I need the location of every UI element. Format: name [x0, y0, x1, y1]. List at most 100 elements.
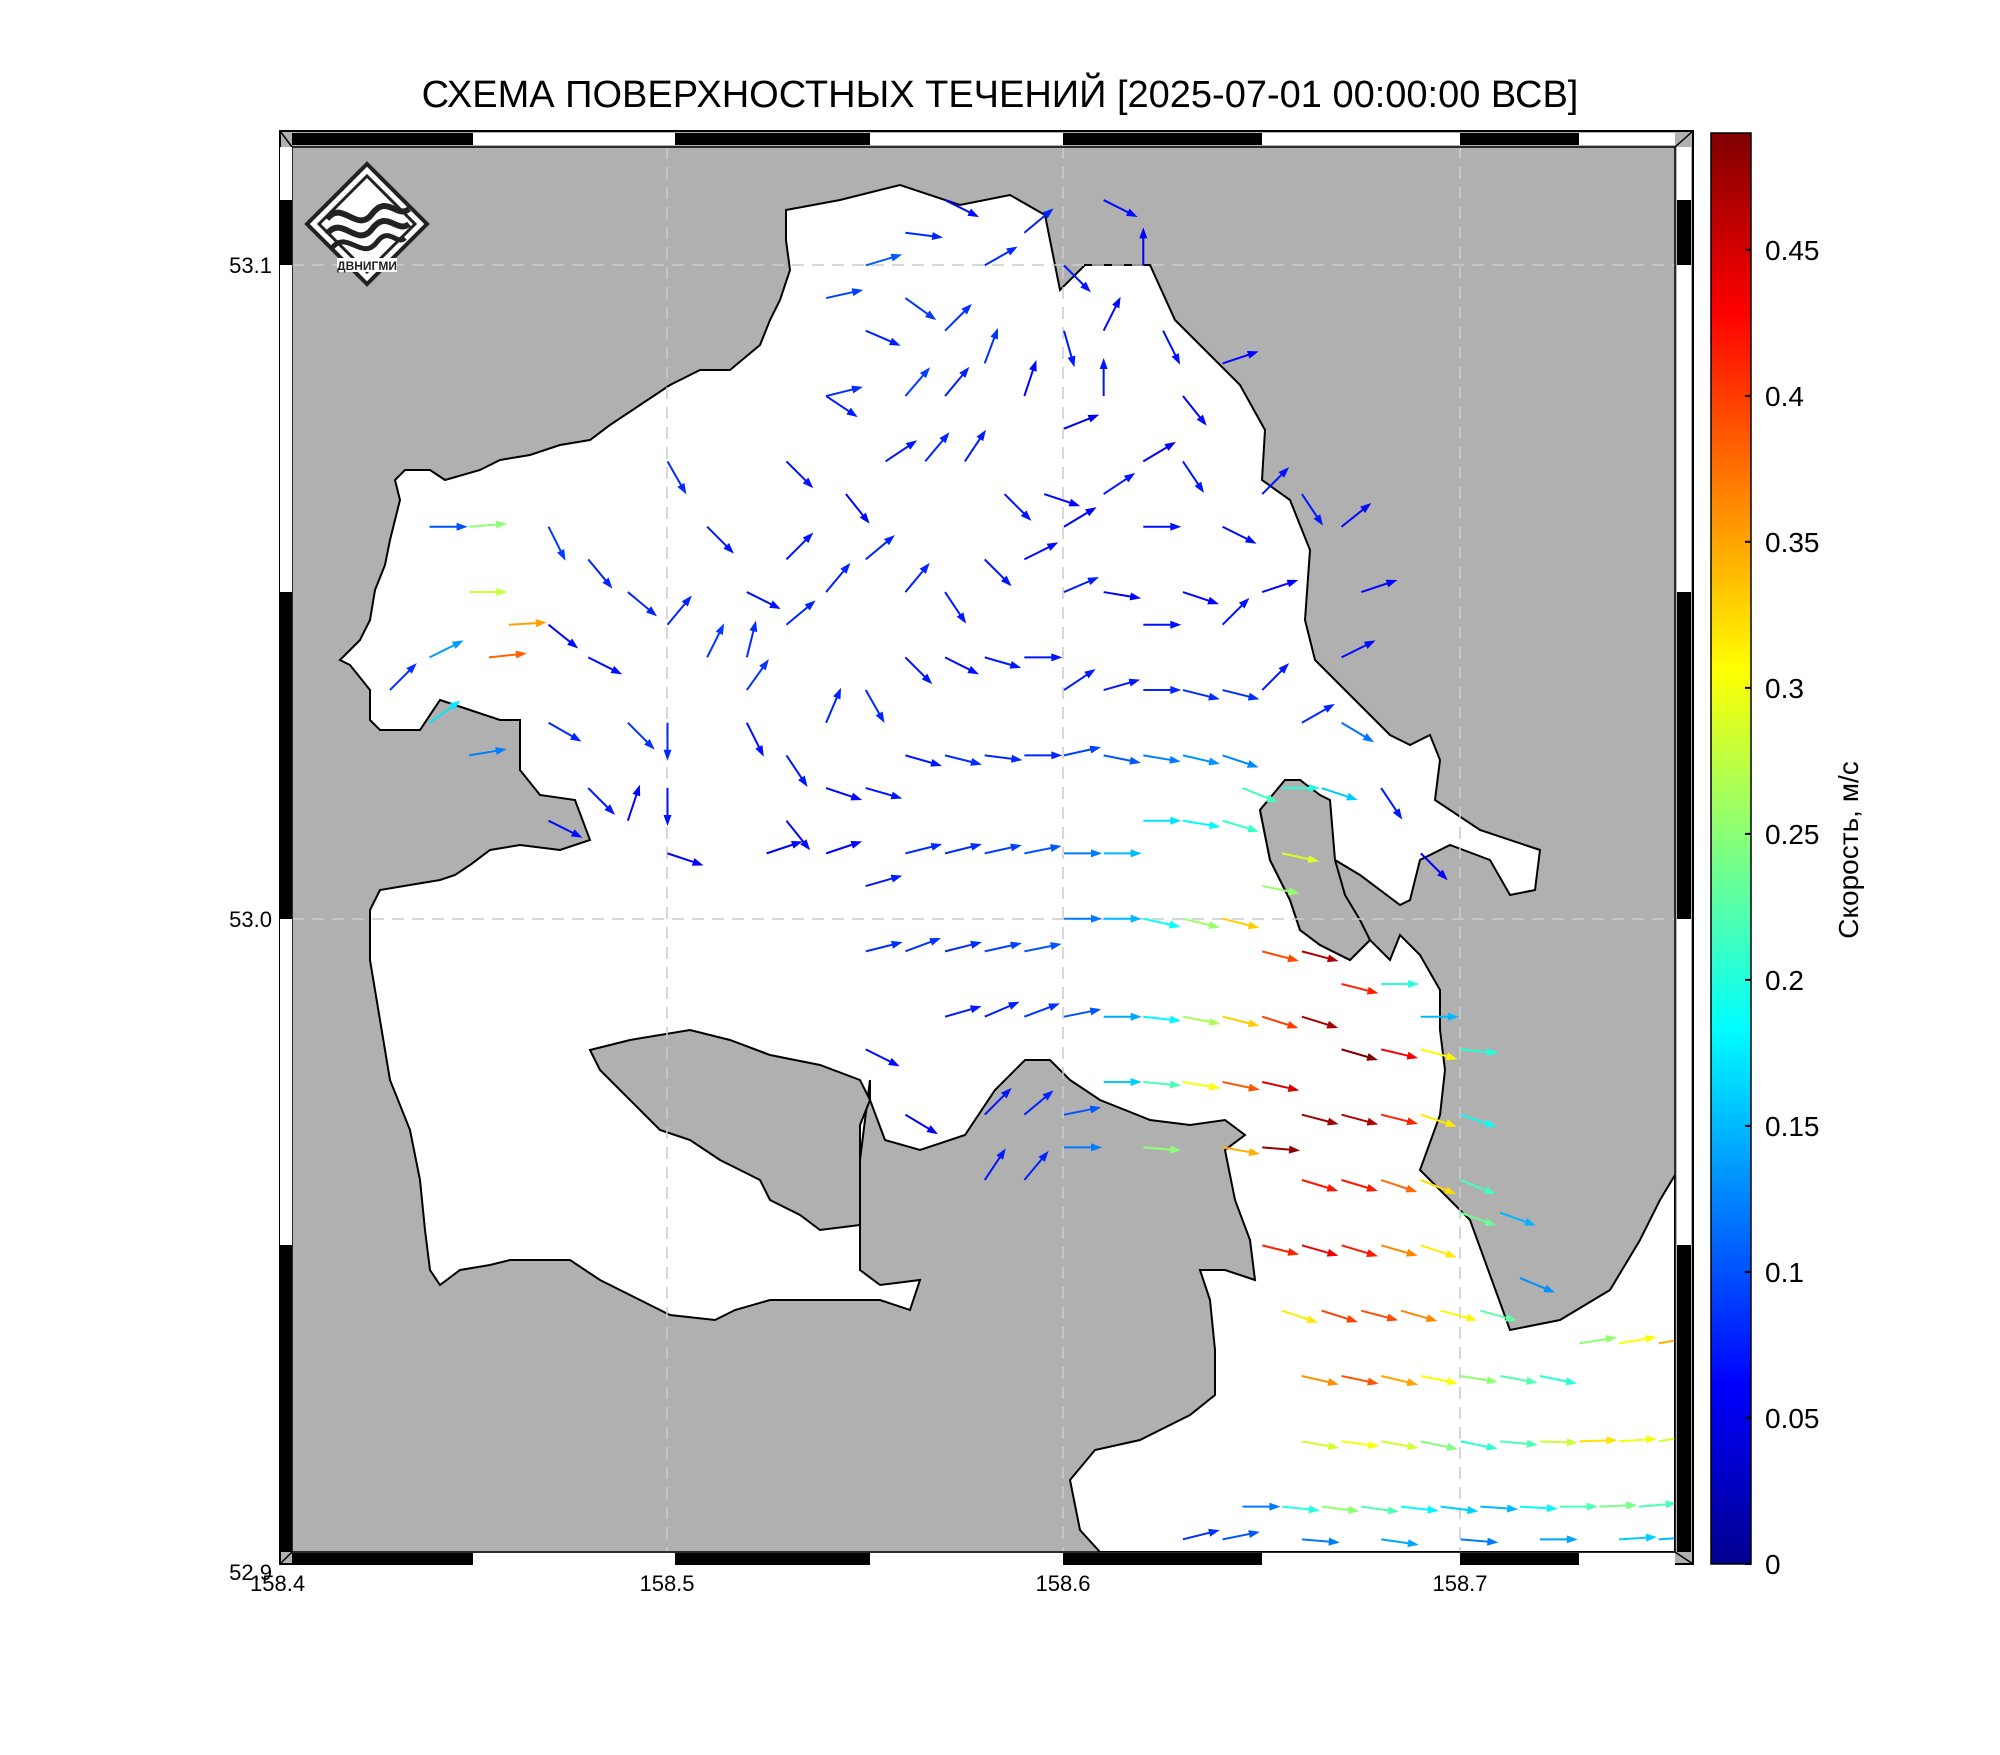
current-arrow	[1361, 1505, 1400, 1515]
current-arrow	[1063, 1105, 1102, 1116]
frame-segment	[675, 133, 870, 145]
frame-segment	[1677, 1245, 1691, 1552]
current-arrow	[1143, 1145, 1182, 1154]
current-arrow	[1143, 917, 1181, 929]
current-arrow	[1043, 493, 1081, 507]
frame-segment	[1677, 200, 1691, 265]
current-arrow	[1103, 849, 1142, 858]
frame-segment	[1262, 1553, 1460, 1565]
current-arrow	[1102, 296, 1121, 332]
lon-tick-label: 158.5	[639, 1571, 694, 1596]
frame-segment	[280, 592, 292, 919]
current-arrow	[1024, 942, 1062, 953]
current-arrow	[1023, 1003, 1060, 1018]
current-arrow	[1658, 1339, 1675, 1345]
current-arrow	[1599, 1501, 1638, 1510]
current-arrow	[1103, 1078, 1142, 1087]
frame-segment	[870, 133, 1063, 145]
current-arrow	[984, 246, 1018, 267]
current-arrow	[1499, 1375, 1538, 1385]
current-arrow	[984, 1001, 1020, 1018]
current-arrow	[1103, 591, 1142, 601]
frame-segment	[1677, 147, 1691, 200]
axis-labels: 158.4 158.5 158.6 158.7 53.1 53.0 52.9	[229, 253, 1487, 1596]
current-arrow	[1024, 653, 1063, 662]
current-arrow	[1618, 1334, 1657, 1345]
lon-tick-label: 158.6	[1035, 1571, 1090, 1596]
frame-segment	[1677, 592, 1691, 919]
current-arrow	[1143, 620, 1182, 629]
current-arrow	[1301, 1375, 1339, 1386]
current-arrow	[1182, 395, 1207, 426]
current-arrow	[944, 842, 982, 855]
current-arrow	[905, 938, 941, 953]
current-arrow	[766, 841, 803, 855]
current-arrow	[1420, 1440, 1459, 1451]
current-arrow	[1281, 852, 1320, 863]
current-arrow	[904, 297, 937, 321]
current-arrow	[663, 722, 672, 761]
current-arrow	[1221, 597, 1250, 626]
current-arrow	[1182, 460, 1205, 494]
current-arrow	[1023, 1090, 1054, 1116]
current-arrow	[865, 1048, 900, 1067]
current-arrow	[1063, 414, 1100, 430]
current-arrow	[1103, 754, 1141, 765]
colorbar-tick-label: 0.05	[1765, 1403, 1820, 1434]
logo-text: ДВНИГМИ	[337, 259, 397, 273]
current-arrow	[785, 600, 816, 626]
current-arrow	[746, 591, 781, 610]
current-arrow	[1301, 1113, 1339, 1126]
current-arrow	[944, 1005, 982, 1018]
current-arrow	[1281, 1309, 1319, 1324]
current-arrow	[1619, 1435, 1658, 1444]
current-arrow	[1143, 1080, 1182, 1089]
current-arrow	[1519, 1504, 1558, 1513]
current-arrow	[627, 722, 655, 750]
current-arrow	[389, 663, 417, 691]
current-arrow	[905, 754, 942, 767]
frame-segment	[1677, 919, 1691, 1245]
current-arrow	[1103, 1012, 1142, 1021]
current-arrow	[1023, 360, 1037, 397]
current-arrow	[1381, 1538, 1419, 1548]
frame-segment	[280, 1245, 292, 1552]
current-arrow	[1024, 844, 1062, 855]
current-arrow	[1500, 1439, 1538, 1448]
frame-segment	[473, 1553, 675, 1565]
current-arrow	[1480, 1504, 1519, 1513]
current-arrow	[1103, 914, 1142, 923]
gridlines	[292, 147, 1675, 1552]
current-arrow	[1261, 579, 1299, 593]
current-arrow	[1242, 787, 1278, 803]
frame-segment	[292, 133, 473, 145]
current-arrow	[865, 874, 903, 887]
frame-segment	[1460, 1553, 1579, 1565]
current-arrow	[1023, 542, 1059, 561]
current-arrow	[1658, 1537, 1675, 1541]
current-arrow	[508, 619, 547, 628]
current-arrow	[429, 522, 468, 531]
frame-segment	[1262, 133, 1460, 145]
current-arrow	[1222, 754, 1259, 768]
current-arrow	[1182, 591, 1219, 605]
current-arrow	[1380, 1179, 1418, 1193]
current-arrow	[1064, 914, 1102, 923]
current-arrow	[1539, 1535, 1578, 1544]
island-south	[588, 1028, 872, 1232]
current-arrow	[1400, 1309, 1438, 1322]
current-arrow	[865, 940, 903, 953]
current-arrow	[1103, 678, 1141, 692]
current-arrow	[1440, 1309, 1478, 1322]
current-arrow	[1222, 525, 1257, 544]
current-arrow	[1143, 522, 1182, 531]
current-arrow	[1301, 1440, 1340, 1451]
current-arrow	[1460, 1113, 1497, 1128]
current-arrow	[1262, 1145, 1301, 1154]
current-arrow	[587, 787, 616, 815]
current-arrow	[1182, 1528, 1220, 1541]
current-arrow	[1099, 358, 1108, 397]
frame-segment	[280, 265, 292, 592]
frame-segment	[473, 133, 675, 145]
current-arrow	[1063, 745, 1102, 757]
